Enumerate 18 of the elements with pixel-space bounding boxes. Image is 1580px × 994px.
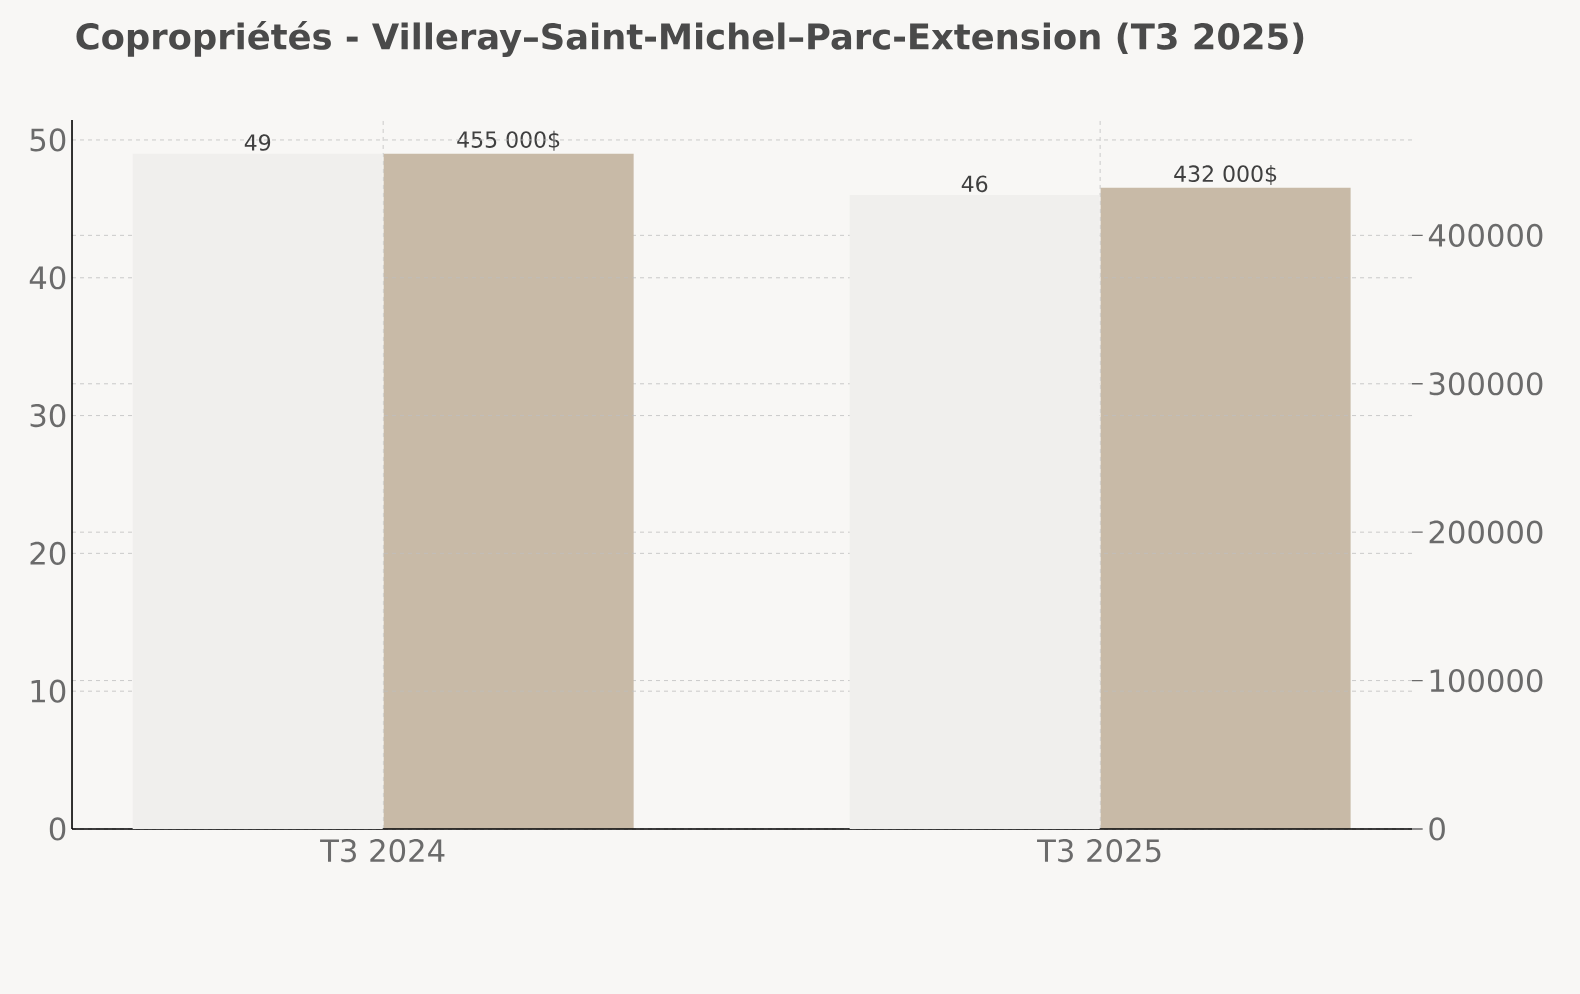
data-label: 432 000$ (1174, 165, 1277, 185)
y-tick-label: 50 (30, 128, 66, 152)
y-tick-label: 0 (49, 817, 66, 841)
y-tick-label: 40 (29, 266, 66, 290)
y2-tick-label: 0 (1429, 817, 1445, 841)
y-tick-label: 10 (31, 679, 66, 703)
y2-tick-label: 400000 (1428, 223, 1543, 247)
y2-tick-label: 200000 (1429, 520, 1543, 544)
x-tick-label: T3 2025 (1037, 839, 1161, 863)
x-tick-label: T3 2024 (320, 839, 445, 863)
data-label: 49 (244, 134, 271, 151)
y-tick-label: 30 (30, 403, 66, 428)
data-label: 46 (961, 175, 988, 193)
y2-tick-label: 100000 (1430, 668, 1543, 693)
y-tick-label: 20 (30, 541, 66, 565)
data-label: 455 000$ (457, 130, 560, 151)
y2-tick-label: 300000 (1429, 372, 1543, 396)
chart-title: Copropriétés - Villeray–Saint-Michel–Parc-Extension (T3 2025) (76, 21, 1304, 57)
